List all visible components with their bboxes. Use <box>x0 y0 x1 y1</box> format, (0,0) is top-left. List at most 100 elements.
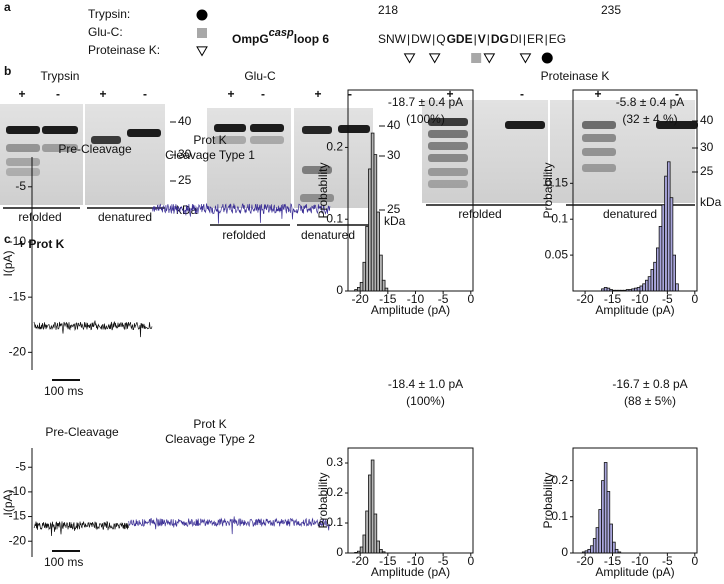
marker-label: 25 <box>700 164 714 178</box>
gel-band <box>214 136 246 144</box>
marker-triangle <box>428 53 441 64</box>
x-tick-label: -20 <box>351 554 369 568</box>
x-tick-label: -20 <box>576 554 594 568</box>
gel-band <box>214 124 246 132</box>
histogram-bar <box>370 459 375 554</box>
histogram-subtitle: (32 ± 4 %) <box>622 112 677 126</box>
marker-square <box>197 28 207 38</box>
x-tick-label: -5 <box>662 554 673 568</box>
x-tick-label: -5 <box>438 292 449 306</box>
histogram-bar <box>362 261 367 292</box>
gel-band <box>6 144 40 152</box>
y-tick-label: 0.2 <box>326 485 343 499</box>
gel-title: Glu-C <box>244 69 276 83</box>
sequence-segment: | <box>487 32 490 46</box>
x-tick-label: -10 <box>631 292 649 306</box>
marker-square <box>471 53 482 63</box>
construct-name: OmpG <box>232 32 269 46</box>
marker-triangle <box>403 53 416 64</box>
histogram-bar <box>595 527 600 554</box>
construct-title: OmpGcasploop 6 <box>232 27 329 46</box>
current-trace <box>128 516 330 535</box>
marker-label: 25 <box>178 173 192 187</box>
histogram-bar <box>368 168 372 292</box>
histogram-bar <box>373 154 378 292</box>
marker-label: 40 <box>387 118 401 132</box>
histogram-title: -5.8 ± 0.4 pA <box>616 95 685 109</box>
gel-band <box>302 126 332 134</box>
marker-label: 30 <box>700 140 714 154</box>
histogram-bar <box>658 225 663 292</box>
histogram-bar <box>614 548 619 554</box>
plot-frame <box>572 89 698 292</box>
histogram-bar <box>381 279 386 292</box>
sequence-segment: | <box>474 32 477 46</box>
x-tick-label: -5 <box>438 554 449 568</box>
lane-label: + <box>227 87 234 101</box>
y-axis-label: I(pA) <box>1 489 15 515</box>
trace-label: Pre-Cleavage <box>58 142 132 156</box>
gel-band <box>428 180 468 188</box>
marker-label: 30 <box>387 148 401 162</box>
current-trace <box>33 520 129 537</box>
panel-label: c <box>4 232 11 246</box>
histogram-bar <box>655 247 660 292</box>
marker-label: 40 <box>178 114 192 128</box>
unit-label: kDa <box>384 214 406 228</box>
lane-label: + <box>99 87 106 101</box>
histogram-bar <box>642 283 646 292</box>
marker-triangle <box>196 46 208 57</box>
sequence-segment: | <box>432 32 435 46</box>
gel-image <box>85 104 165 205</box>
gel-band <box>428 118 468 126</box>
marker-label: 25 <box>387 202 401 216</box>
histogram-bar <box>601 480 605 554</box>
histogram-title: -18.4 ± 1.0 pA <box>388 377 463 391</box>
group-label: refolded <box>18 210 61 224</box>
group-label: denatured <box>301 228 355 242</box>
lane-label: - <box>143 87 147 101</box>
condition-label: + Prot K <box>18 237 65 251</box>
histogram-bar <box>664 175 668 292</box>
x-axis-label: Amplitude (pA) <box>371 565 450 579</box>
y-tick-label: 0 <box>336 545 343 559</box>
histogram-bar <box>661 204 666 292</box>
histogram-bar <box>359 281 364 292</box>
histogram-bar <box>636 287 641 292</box>
y-tick-label: -20 <box>9 345 27 359</box>
x-tick-label: 0 <box>691 554 698 568</box>
histogram-bar <box>666 161 671 292</box>
histogram-bar <box>587 548 591 554</box>
y-axis-label: Probability <box>541 472 555 528</box>
lane-label: - <box>261 87 265 101</box>
gel-band <box>300 194 334 202</box>
gel-band <box>6 126 40 134</box>
gel-band <box>505 121 545 129</box>
histogram-subtitle: (100%) <box>406 394 445 408</box>
gel-image <box>294 108 373 208</box>
y-tick-label: 0.05 <box>545 247 569 261</box>
gel-band <box>250 124 284 132</box>
sequence-segment: | <box>545 32 548 46</box>
histogram-subtitle: (88 ± 5%) <box>624 394 676 408</box>
y-tick-label: 0.1 <box>326 211 343 225</box>
marker-circle <box>196 9 208 21</box>
marker-circle <box>541 52 553 64</box>
x-tick-label: 0 <box>467 292 474 306</box>
x-tick-label: -5 <box>662 292 673 306</box>
panel-label: b <box>4 64 11 78</box>
trace-label: Prot K <box>193 417 226 431</box>
histogram-bar <box>650 269 655 292</box>
y-tick-label: 0.1 <box>326 515 343 529</box>
histogram-bar <box>357 287 361 292</box>
histogram-subtitle: (100%) <box>406 112 445 126</box>
sequence-segment: SNW <box>378 32 407 46</box>
x-axis-label: Amplitude (pA) <box>595 565 674 579</box>
x-axis-label: Amplitude (pA) <box>371 303 450 317</box>
y-tick-label: 0.2 <box>326 140 343 154</box>
sequence-segment: DW <box>411 32 432 46</box>
residue-end: 235 <box>601 3 621 17</box>
lane-label: + <box>314 87 321 101</box>
current-trace <box>152 202 331 224</box>
